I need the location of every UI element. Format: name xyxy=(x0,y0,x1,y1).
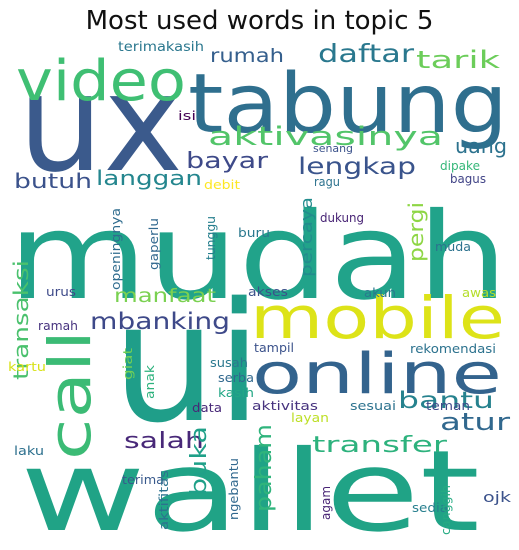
word-terimakasih: terimakasih xyxy=(118,40,204,55)
word-layan: layan xyxy=(291,411,329,425)
word-terima: terima xyxy=(122,473,164,487)
word-ui: ui xyxy=(112,267,262,459)
word-ragu: ragu xyxy=(314,175,340,189)
word-bagus: bagus xyxy=(450,172,486,186)
word-sesuai: sesuai xyxy=(350,399,396,413)
word-openingnya: openingnya xyxy=(109,208,123,290)
word-rumah: rumah xyxy=(210,45,284,67)
word-daftar: daftar xyxy=(318,39,415,68)
word-dukung: dukung xyxy=(320,211,364,225)
chart-title: Most used words in topic 5 xyxy=(85,6,434,36)
word-sedia: sedia xyxy=(412,501,448,515)
word-tunggu: tunggu xyxy=(204,216,218,260)
word-langgan: langgan xyxy=(96,166,202,190)
word-agam: agam xyxy=(319,486,333,520)
word-tampil: tampil xyxy=(254,341,294,355)
word-teman: teman xyxy=(426,399,470,413)
word-urus: urus xyxy=(46,285,76,299)
word-tarik: tarik xyxy=(416,46,500,74)
word-isi: isi xyxy=(178,109,196,123)
word-ux: ux xyxy=(18,45,183,202)
word-video: video xyxy=(16,49,186,114)
word-ngebantu: ngebantu xyxy=(227,458,241,520)
word-mobile: mobile xyxy=(250,284,505,352)
word-awas: awas xyxy=(462,286,496,300)
word-buru: buru xyxy=(238,226,270,240)
word-akses: akses xyxy=(248,285,288,299)
word-mudah: mudah xyxy=(8,188,508,327)
word-senang: senang xyxy=(313,142,353,155)
word-online: online xyxy=(252,342,502,407)
word-call: call xyxy=(36,330,104,460)
word-anak: anak xyxy=(143,365,157,399)
word-muda: muda xyxy=(435,240,471,254)
word-ramah: ramah xyxy=(38,319,78,333)
word-mbanking: mbanking xyxy=(90,309,230,335)
word-kasih: kasih xyxy=(218,386,254,400)
word-percaya: percaya xyxy=(297,197,316,277)
word-wallet: wallet xyxy=(20,427,480,550)
word-tabung: tabung xyxy=(188,57,508,152)
word-serba: serba xyxy=(218,371,254,385)
word-uang: uang xyxy=(455,134,507,158)
word-bayar: bayar xyxy=(186,149,269,174)
word-aktivitas: aktivitas xyxy=(252,399,318,413)
word-salah: salah xyxy=(124,429,204,454)
word-debit: debit xyxy=(204,178,240,192)
word-pergi: pergi xyxy=(404,202,428,262)
word-aktivasinya: aktivasinya xyxy=(208,122,443,152)
word-giat: giat xyxy=(121,348,135,380)
word-transaksi: transaksi xyxy=(9,260,33,380)
word-lengkap: lengkap xyxy=(298,154,416,180)
word-transfer: transfer xyxy=(312,433,448,458)
word-ojk: ojk xyxy=(483,490,512,506)
word-rekomendasi: rekomendasi xyxy=(410,342,496,356)
word-bantu: bantu xyxy=(398,388,494,414)
word-laku: laku xyxy=(14,444,44,458)
word-data: data xyxy=(192,401,222,415)
word-dipake: dipake xyxy=(440,159,480,173)
word-akun: akun xyxy=(364,286,396,300)
word-susah: susah xyxy=(210,356,248,370)
word-canggih: canggih xyxy=(439,485,453,535)
word-aktifitas: aktifitas xyxy=(157,470,171,530)
word-atur: atur xyxy=(440,408,510,436)
word-butuh: butuh xyxy=(14,169,92,193)
word-kartu: kartu xyxy=(8,360,46,374)
word-manfaat: manfaat xyxy=(114,285,216,307)
word-buka: buka xyxy=(187,426,212,496)
word-gaperlu: gaperlu xyxy=(147,218,161,270)
word-paham: paham xyxy=(252,424,277,512)
